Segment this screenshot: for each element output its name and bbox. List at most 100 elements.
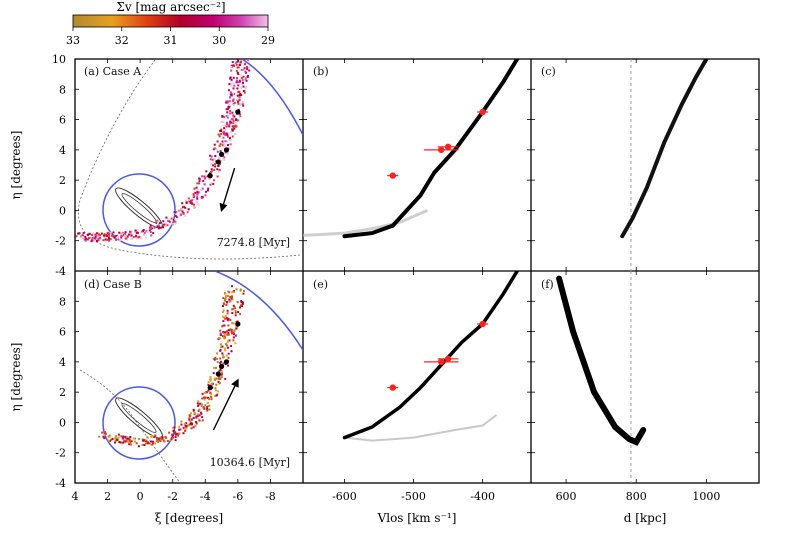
stream-particle <box>222 331 225 334</box>
stream-particle <box>196 193 199 196</box>
stream-particle <box>95 240 98 242</box>
observed-field-point <box>215 159 221 165</box>
stream-particle <box>138 437 141 440</box>
stream-particle <box>216 361 219 364</box>
stream-particle <box>193 194 195 197</box>
stream-particle <box>204 404 207 407</box>
stream-particle <box>98 435 101 438</box>
stream-particle <box>218 169 221 172</box>
stream-particle <box>178 432 181 435</box>
stream-particle <box>101 431 104 434</box>
stream-particle <box>153 226 156 229</box>
stream-particle <box>127 440 130 443</box>
stream-particle <box>105 234 108 237</box>
stream-particle <box>233 306 236 309</box>
stream-particle <box>170 217 173 220</box>
stream-particle <box>176 216 178 219</box>
stream-particle <box>230 65 233 68</box>
stream-particle <box>157 227 160 230</box>
stream-particle <box>218 135 221 138</box>
stream-particle <box>94 233 97 236</box>
stream-particle <box>132 437 135 440</box>
stream-particle <box>114 238 117 241</box>
stream-particle <box>211 158 214 161</box>
stream-particle <box>197 418 200 421</box>
stream-particle <box>201 403 203 406</box>
stream-particle <box>137 236 140 239</box>
stream-particle <box>177 216 180 219</box>
observed-velocity-point <box>389 384 397 391</box>
stream-particle <box>173 220 176 223</box>
stream-particle <box>216 390 219 393</box>
eta-tick-label: 4 <box>59 144 66 157</box>
x-tick-label: -8 <box>265 490 276 503</box>
stream-particle <box>244 62 247 65</box>
stream-particle <box>180 208 183 211</box>
stream-particle <box>142 230 144 233</box>
stream-particle <box>225 114 228 117</box>
stream-particle <box>216 352 219 355</box>
stream-particle <box>224 140 227 143</box>
stream-particle <box>192 426 195 429</box>
stream-particle <box>227 364 230 367</box>
stream-particle <box>111 437 114 440</box>
stream-particle <box>224 331 227 334</box>
stream-particle <box>196 196 199 198</box>
stream-particle <box>189 422 192 425</box>
stream-particle <box>245 86 248 89</box>
stream-particle <box>142 439 145 442</box>
eta-tick-label: -2 <box>55 235 66 248</box>
stream-particle <box>228 123 231 126</box>
stream-particle <box>210 155 213 158</box>
stream-particle <box>230 69 233 72</box>
stream-particle <box>92 240 95 243</box>
stream-particle <box>224 315 227 317</box>
stream-particle <box>103 433 106 436</box>
stream-particle <box>214 155 217 157</box>
stream-particle <box>237 311 240 313</box>
stream-particle <box>135 235 137 238</box>
stream-particle <box>225 101 228 104</box>
stream-particle <box>192 408 195 411</box>
stream-particle <box>185 201 188 204</box>
stream-particle <box>219 157 222 160</box>
stream-particle <box>159 438 162 441</box>
stream-particle <box>158 437 161 440</box>
stream-particle <box>235 288 238 291</box>
stream-particle <box>219 377 222 380</box>
stream-particle <box>240 86 243 89</box>
stream-particle <box>205 174 207 177</box>
eta-tick-label: 0 <box>59 416 66 429</box>
stream-particle <box>218 337 221 340</box>
stream-particle <box>219 382 221 384</box>
stream-particle <box>190 418 193 421</box>
stream-particle <box>130 443 133 446</box>
stream-particle <box>229 139 232 142</box>
stream-particle <box>229 328 232 331</box>
stream-particle <box>99 237 102 240</box>
stream-particle <box>226 309 229 312</box>
stream-particle <box>196 189 199 192</box>
stream-particle <box>229 296 232 298</box>
stream-particle <box>185 422 188 425</box>
stream-particle <box>162 226 164 229</box>
panel-d-m31-circle <box>102 386 176 460</box>
stream-particle <box>222 144 225 147</box>
stream-particle <box>192 206 195 209</box>
stream-particle <box>181 210 184 213</box>
stream-particle <box>227 339 230 342</box>
stream-particle <box>238 94 241 97</box>
stream-particle <box>229 112 232 115</box>
stream-particle <box>110 438 113 441</box>
stream-particle <box>242 104 245 107</box>
stream-particle <box>221 371 224 374</box>
stream-particle <box>237 84 240 87</box>
stream-particle <box>247 59 249 61</box>
stream-particle <box>146 231 149 234</box>
stream-particle <box>154 434 157 437</box>
stream-particle <box>159 440 162 443</box>
stream-particle <box>239 313 242 316</box>
stream-particle <box>236 79 238 82</box>
stream-particle <box>97 239 100 242</box>
